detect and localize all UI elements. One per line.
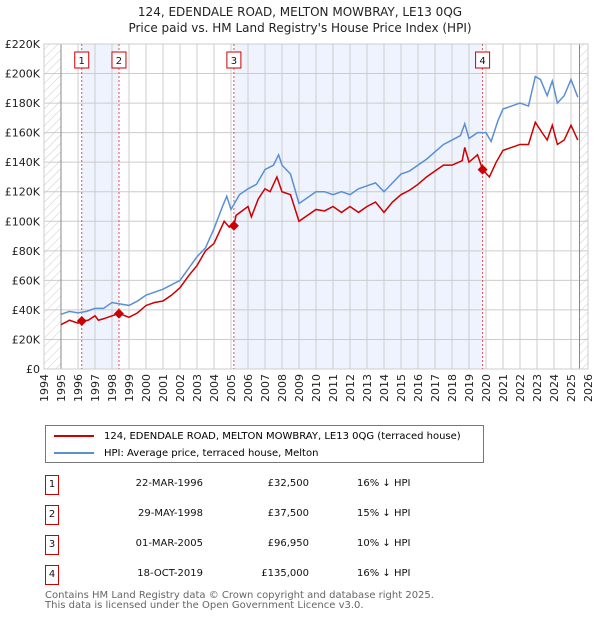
legend-item-property: 124, EDENDALE ROAD, MELTON MOWBRAY, LE13… xyxy=(54,428,461,444)
sale-price: £135,000 xyxy=(261,568,309,579)
y-tick-label: £100K xyxy=(5,215,41,228)
sale-row: 4 18-OCT-2019 £135,000 16% ↓ HPI xyxy=(45,565,545,585)
sale-label-box xyxy=(74,51,90,69)
sale-point-marker xyxy=(228,220,239,231)
shaded-ownership-period xyxy=(233,44,483,369)
x-tick-label: 2020 xyxy=(480,374,493,402)
x-tick-label: 2005 xyxy=(225,374,238,402)
sale-label-number: 1 xyxy=(79,56,85,67)
hatched-no-data-right xyxy=(579,44,588,369)
y-tick-label: £160K xyxy=(5,127,41,140)
x-tick-label: 2001 xyxy=(157,374,170,402)
sale-price: £32,500 xyxy=(267,478,309,489)
y-tick-label: £220K xyxy=(5,38,41,51)
x-tick-label: 1994 xyxy=(38,374,51,402)
legend-label: 124, EDENDALE ROAD, MELTON MOWBRAY, LE13… xyxy=(104,430,461,442)
chart-subtitle: Price paid vs. HM Land Registry's House … xyxy=(128,21,472,35)
y-tick-label: £0 xyxy=(26,363,40,376)
sale-row: 1 22-MAR-1996 £32,500 16% ↓ HPI xyxy=(45,475,545,495)
sale-date: 29-MAY-1998 xyxy=(137,508,203,519)
sale-number-badge: 4 xyxy=(45,565,59,585)
legend: 124, EDENDALE ROAD, MELTON MOWBRAY, LE13… xyxy=(45,425,484,463)
sale-label-number: 2 xyxy=(116,56,122,67)
x-tick-label: 2009 xyxy=(293,374,306,402)
sale-date: 22-MAR-1996 xyxy=(135,478,203,489)
x-tick-label: 2002 xyxy=(174,374,187,402)
x-tick-label: 2017 xyxy=(429,374,442,402)
x-tick-label: 1998 xyxy=(106,374,119,402)
price-chart: £0 £20K £40K £60K £80K £100K £120K £140K £160K £1… xyxy=(5,38,595,402)
legend-label: HPI: Average price, terraced house, Melt… xyxy=(104,447,319,459)
sale-number-badge: 3 xyxy=(45,535,59,555)
chart-title: 124, EDENDALE ROAD, MELTON MOWBRAY, LE13… xyxy=(137,5,463,19)
blue-line-swatch xyxy=(54,452,94,454)
x-tick-label: 2024 xyxy=(548,374,561,402)
y-tick-label: £140K xyxy=(5,156,41,169)
sale-row: 3 01-MAR-2005 £96,950 10% ↓ HPI xyxy=(45,535,545,555)
y-tick-label: £180K xyxy=(5,97,41,110)
x-tick-label: 2021 xyxy=(497,374,510,402)
sale-row: 2 29-MAY-1998 £37,500 15% ↓ HPI xyxy=(45,505,545,525)
x-tick-label: 2026 xyxy=(582,374,595,402)
sale-point-marker xyxy=(477,164,488,175)
y-tick-label: £80K xyxy=(12,245,41,258)
y-tick-label: £200K xyxy=(5,68,41,81)
x-tick-label: 1996 xyxy=(72,374,85,402)
sale-price: £96,950 xyxy=(267,538,309,549)
x-tick-label: 2013 xyxy=(361,374,374,402)
x-tick-label: 2004 xyxy=(208,374,221,402)
sale-point-marker xyxy=(76,315,87,326)
x-tick-label: 2012 xyxy=(344,374,357,402)
sale-hpi-delta: 15% ↓ HPI xyxy=(357,508,411,519)
x-tick-label: 2014 xyxy=(378,374,391,402)
x-tick-label: 1999 xyxy=(123,374,136,402)
sale-number-badge: 1 xyxy=(45,475,59,495)
sale-point-marker xyxy=(113,308,124,319)
x-tick-label: 2016 xyxy=(412,374,425,402)
sale-label-number: 3 xyxy=(231,56,237,67)
x-tick-label: 1997 xyxy=(89,374,102,402)
sale-hpi-delta: 16% ↓ HPI xyxy=(357,478,411,489)
sale-label-box xyxy=(475,51,491,69)
sale-date: 18-OCT-2019 xyxy=(137,568,203,579)
x-tick-label: 2015 xyxy=(395,374,408,402)
sale-date: 01-MAR-2005 xyxy=(135,538,203,549)
sale-number-badge: 2 xyxy=(45,505,59,525)
y-tick-label: £60K xyxy=(12,274,41,287)
x-tick-label: 2008 xyxy=(276,374,289,402)
hatched-no-data-left xyxy=(44,44,61,369)
y-tick-label: £20K xyxy=(12,333,41,346)
x-tick-label: 2022 xyxy=(514,374,527,402)
sale-hpi-delta: 16% ↓ HPI xyxy=(357,568,411,579)
sale-label-box xyxy=(111,51,127,69)
y-tick-label: £120K xyxy=(5,186,41,199)
legend-item-hpi: HPI: Average price, terraced house, Melt… xyxy=(54,445,318,461)
sale-hpi-delta: 10% ↓ HPI xyxy=(357,538,411,549)
x-tick-label: 2003 xyxy=(191,374,204,402)
x-tick-label: 1995 xyxy=(55,374,68,402)
footer-copyright: Contains HM Land Registry data © Crown c… xyxy=(45,590,434,601)
footer-licence: This data is licensed under the Open Gov… xyxy=(45,600,364,611)
hpi-line xyxy=(60,75,579,316)
plot-frame xyxy=(43,43,589,370)
property-price-line xyxy=(60,120,579,326)
x-tick-label: 2006 xyxy=(242,374,255,402)
sale-label-box xyxy=(226,51,242,69)
sale-price: £37,500 xyxy=(267,508,309,519)
red-line-swatch xyxy=(54,435,94,437)
x-tick-label: 2019 xyxy=(463,374,476,402)
x-tick-label: 2018 xyxy=(446,374,459,402)
x-tick-label: 2023 xyxy=(531,374,544,402)
x-tick-label: 2025 xyxy=(565,374,578,402)
x-tick-label: 2011 xyxy=(327,374,340,402)
x-tick-label: 2007 xyxy=(259,374,272,402)
x-tick-label: 2000 xyxy=(140,374,153,402)
x-tick-label: 2010 xyxy=(310,374,323,402)
y-tick-label: £40K xyxy=(12,304,41,317)
sale-label-number: 4 xyxy=(479,56,485,67)
